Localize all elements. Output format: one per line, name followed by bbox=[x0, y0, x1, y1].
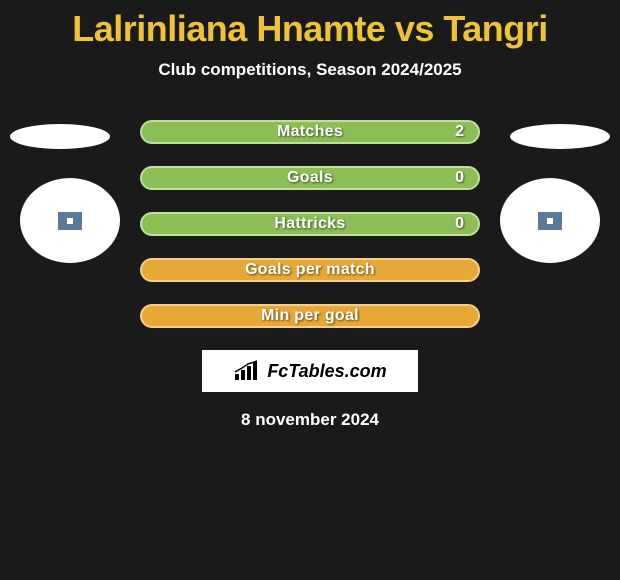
chart-icon bbox=[233, 360, 261, 382]
badge-text: FcTables.com bbox=[267, 361, 386, 382]
stat-row: Min per goal bbox=[140, 304, 480, 328]
subtitle: Club competitions, Season 2024/2025 bbox=[0, 60, 620, 80]
stat-value-right: 0 bbox=[455, 169, 464, 187]
stat-label: Matches bbox=[277, 123, 343, 141]
stat-row: Hattricks 0 bbox=[140, 212, 480, 236]
fctables-badge: FcTables.com bbox=[202, 350, 418, 392]
stat-label: Min per goal bbox=[261, 307, 359, 325]
stat-row: Goals per match bbox=[140, 258, 480, 282]
stat-row: Matches 2 bbox=[140, 120, 480, 144]
stat-value-right: 2 bbox=[455, 123, 464, 141]
stat-label: Goals bbox=[287, 169, 333, 187]
stats-area: Matches 2 Goals 0 Hattricks 0 Goals per match M… bbox=[0, 120, 620, 328]
stat-label: Hattricks bbox=[274, 215, 345, 233]
stat-label: Goals per match bbox=[245, 261, 375, 279]
stat-value-right: 0 bbox=[455, 215, 464, 233]
date-text: 8 november 2024 bbox=[0, 410, 620, 430]
page-title: Lalrinliana Hnamte vs Tangri bbox=[0, 0, 620, 50]
stat-row: Goals 0 bbox=[140, 166, 480, 190]
